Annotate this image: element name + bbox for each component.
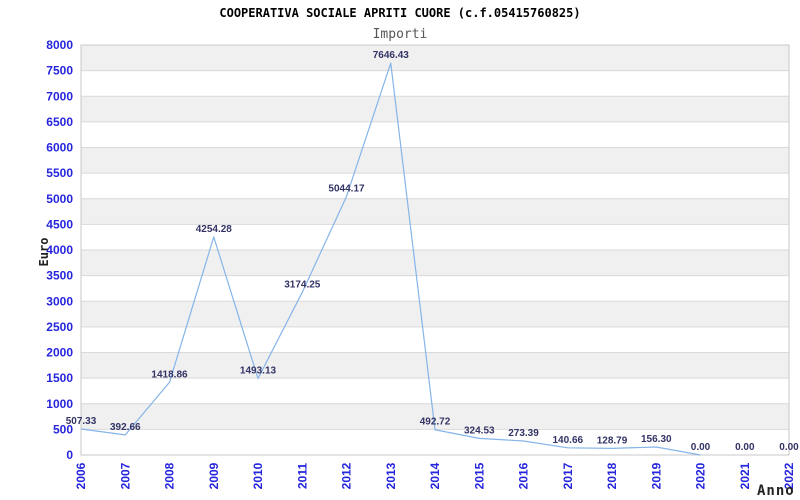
grid-band: [81, 352, 789, 379]
chart-subtitle: Importi: [373, 27, 428, 42]
grid-band: [81, 45, 789, 71]
value-label: 128.79: [597, 435, 628, 446]
grid-band: [81, 301, 789, 327]
value-label: 392.66: [110, 422, 141, 433]
y-tick-label: 4500: [46, 217, 73, 231]
value-label: 140.66: [553, 435, 584, 446]
x-tick-label: 2016: [517, 462, 531, 489]
y-tick-label: 7000: [46, 89, 73, 103]
grid-band: [81, 198, 789, 225]
y-tick-label: 5000: [46, 192, 73, 206]
value-label: 0.00: [735, 442, 755, 453]
value-label: 4254.28: [196, 224, 233, 235]
value-label: 273.39: [508, 428, 539, 439]
y-tick-label: 3500: [46, 269, 73, 283]
x-tick-label: 2020: [694, 462, 708, 489]
y-tick-label: 500: [53, 422, 73, 436]
x-tick-label: 2009: [207, 462, 221, 489]
value-label: 324.53: [464, 425, 495, 436]
value-label: 3174.25: [284, 279, 321, 290]
value-label: 0.00: [779, 442, 799, 453]
value-label: 7646.43: [373, 50, 410, 61]
x-tick-label: 2010: [251, 462, 265, 489]
x-tick-label: 2006: [74, 462, 88, 489]
x-tick-label: 2017: [561, 462, 575, 489]
y-tick-label: 2000: [46, 346, 73, 360]
x-tick-label: 2011: [295, 463, 309, 489]
grid-band: [81, 250, 789, 276]
y-tick-label: 7500: [46, 64, 73, 78]
y-tick-label: 3000: [46, 294, 73, 308]
value-label: 156.30: [641, 434, 672, 445]
grid-band: [81, 147, 789, 174]
y-tick-label: 1500: [46, 371, 73, 385]
x-tick-label: 2012: [340, 462, 354, 489]
x-tick-label: 2022: [782, 462, 796, 489]
y-tick-label: 0: [66, 448, 73, 462]
plot-area: 507.33 392.66 1418.86 4254.28 1493.13 3174.25…: [46, 38, 799, 489]
x-axis-title: Anno: [757, 483, 795, 499]
value-label: 492.72: [420, 417, 451, 428]
plot-border: [80, 44, 790, 456]
y-tick-label: 5500: [46, 166, 73, 180]
x-tick-label: 2018: [605, 462, 619, 489]
x-tick-label: 2021: [738, 462, 752, 489]
value-label: 1493.13: [240, 366, 277, 377]
value-label: 5044.17: [328, 184, 365, 195]
y-tick-label: 8000: [46, 38, 73, 52]
grid-band: [81, 96, 789, 122]
y-tick-label: 2500: [46, 320, 73, 334]
x-tick-label: 2014: [428, 462, 442, 489]
y-tick-label: 6000: [46, 141, 73, 155]
value-label: 507.33: [66, 416, 97, 427]
y-tick-label: 6500: [46, 115, 73, 129]
y-tick-label: 1000: [46, 397, 73, 411]
x-tick-label: 2013: [384, 462, 398, 489]
chart-title: COOPERATIVA SOCIALE APRITI CUORE (c.f.05…: [219, 6, 580, 20]
value-label: 1418.86: [151, 369, 188, 380]
y-tick-label: 4000: [46, 243, 73, 257]
value-label: 0.00: [691, 442, 711, 453]
data-line: [80, 62, 701, 456]
x-tick-label: 2019: [649, 462, 663, 489]
x-tick-label: 2015: [472, 462, 486, 489]
x-tick-label: 2007: [118, 462, 132, 489]
y-axis-title: Euro: [37, 238, 51, 267]
x-tick-label: 2008: [163, 462, 177, 489]
